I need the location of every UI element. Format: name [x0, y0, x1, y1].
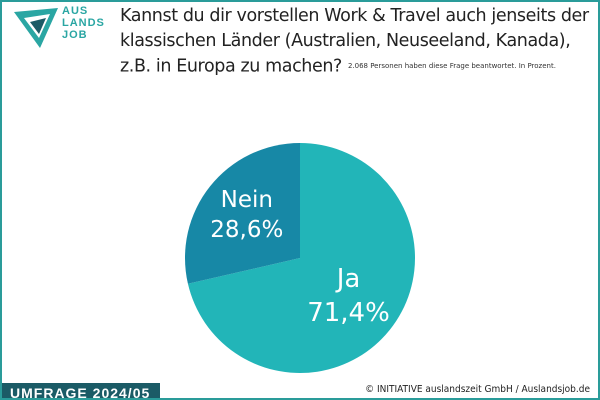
- pie-slice: [185, 143, 300, 284]
- chart-title: Kannst du dir vorstellen Work & Travel a…: [120, 6, 589, 77]
- chart: Ja 71,4% Nein 28,6%: [185, 143, 415, 373]
- slice-label: Nein: [221, 187, 273, 213]
- value-label: 28,6%: [210, 217, 283, 243]
- chart-subtitle: 2.068 Personen haben diese Frage beantwo…: [347, 62, 556, 70]
- pie-slice: [187, 143, 415, 373]
- title-block: Kannst du dir vorstellen Work & Travel a…: [120, 4, 592, 80]
- value-label: 71,4%: [307, 298, 390, 328]
- banner: UMFRAGE 2024/05: [2, 383, 161, 398]
- slice-label: Ja: [335, 264, 361, 294]
- logo-line: JOB: [62, 29, 88, 41]
- logo-icon: [14, 8, 58, 48]
- logo-line: LANDS: [62, 17, 105, 29]
- logo-text: AUS LANDS JOB: [62, 5, 105, 41]
- logo-line: AUS: [62, 5, 89, 17]
- footer: © INITIATIVE auslandszeit GmbH / Ausland…: [365, 384, 590, 395]
